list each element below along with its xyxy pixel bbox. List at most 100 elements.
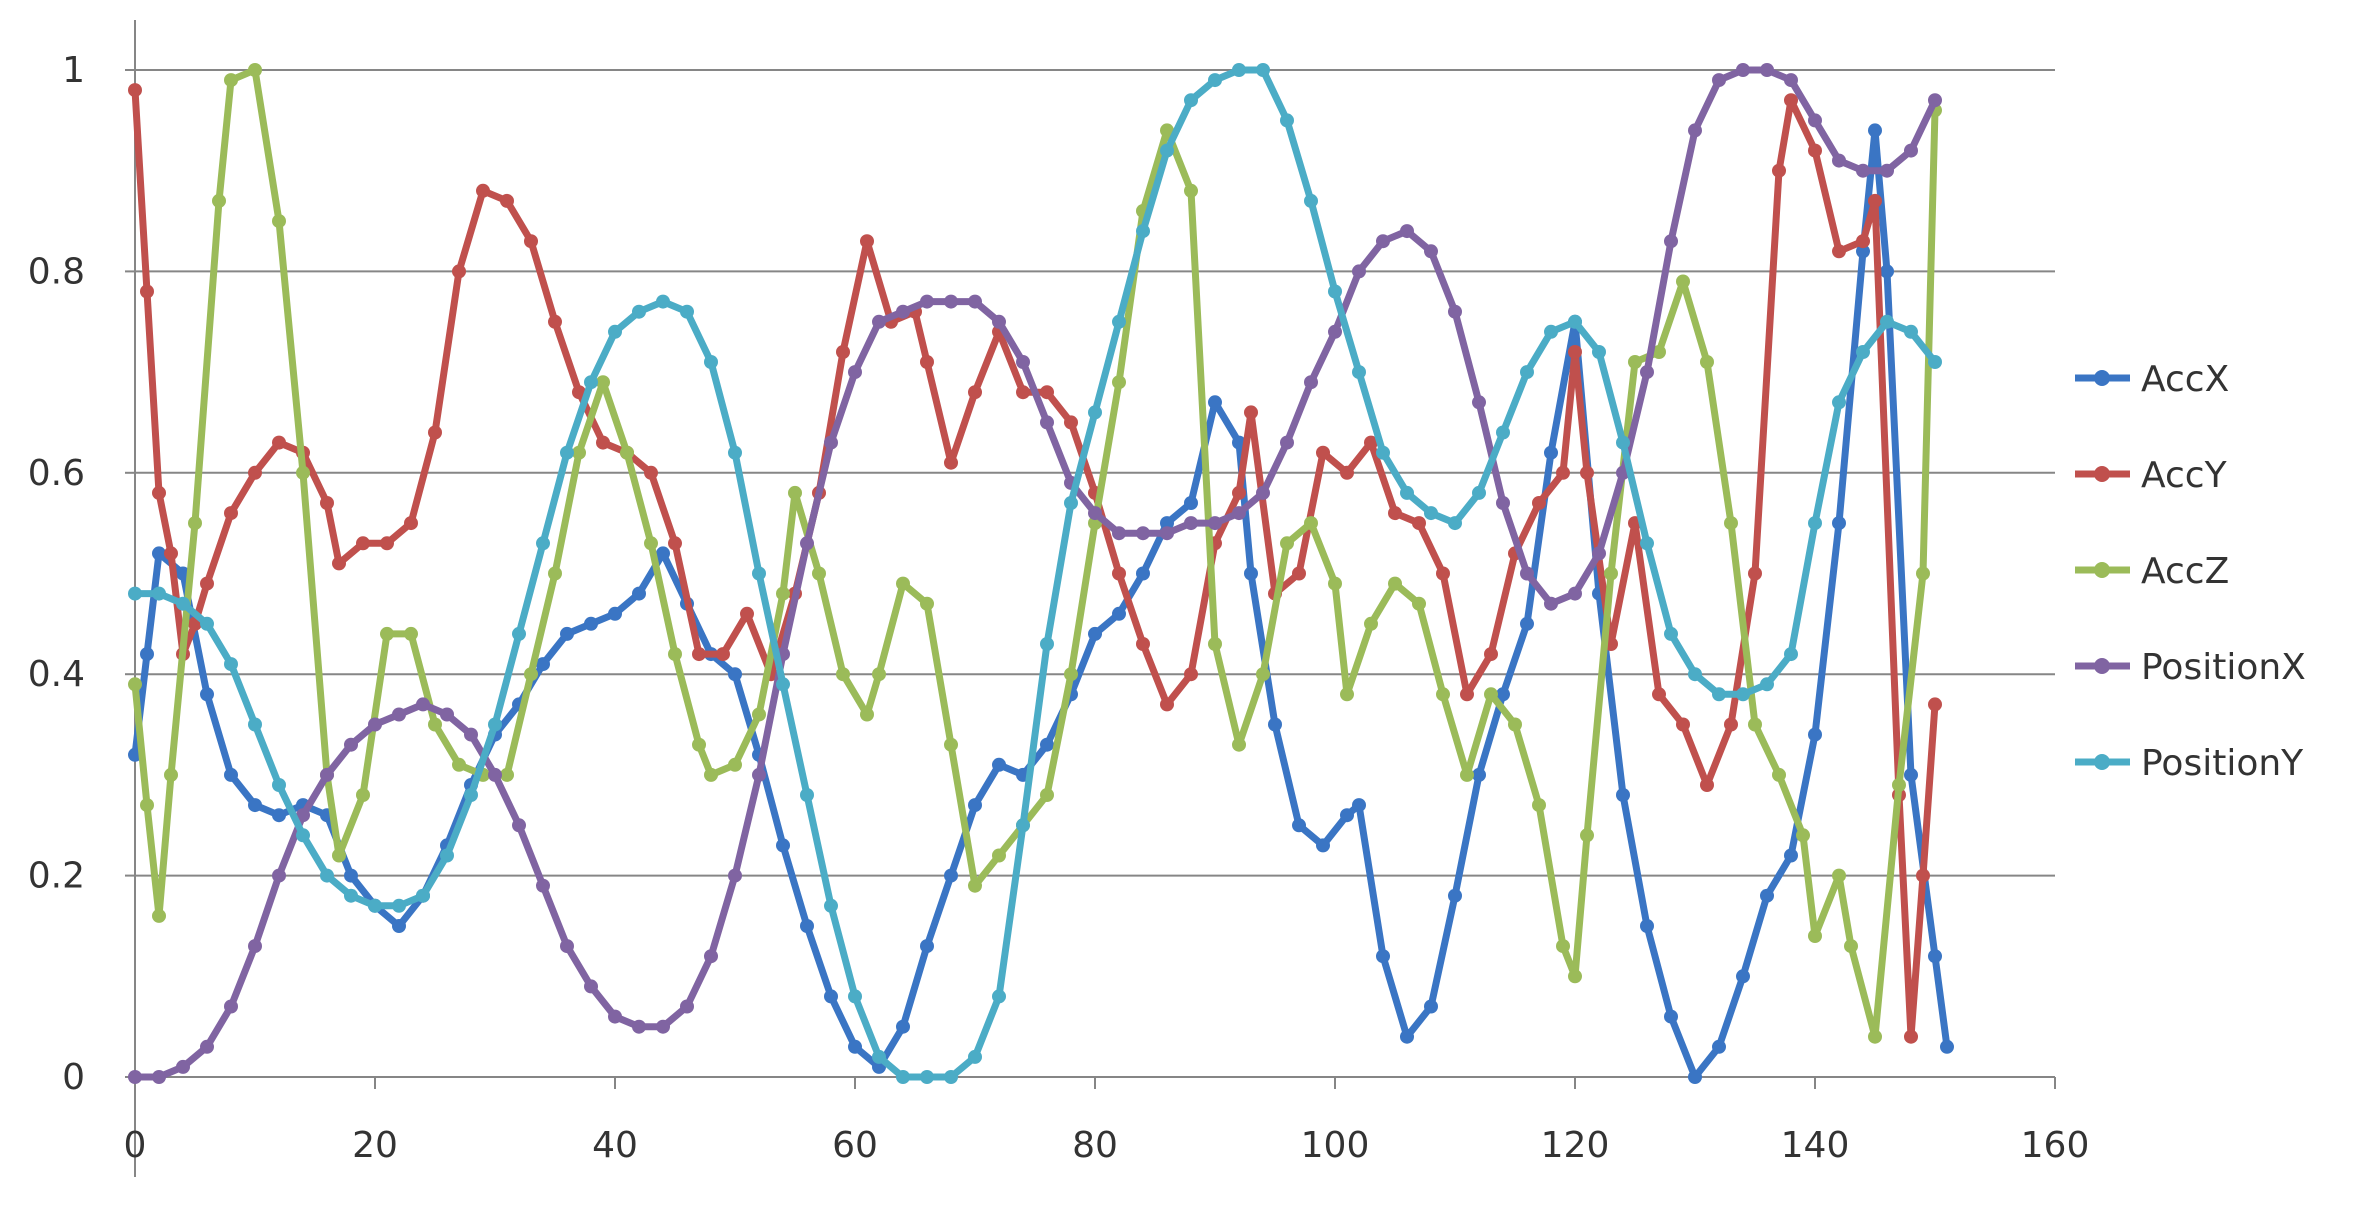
data-point bbox=[200, 687, 214, 702]
data-point bbox=[1568, 345, 1582, 359]
data-point bbox=[1184, 183, 1198, 198]
data-point bbox=[488, 717, 502, 732]
data-point bbox=[1496, 496, 1510, 510]
data-point bbox=[344, 737, 358, 752]
y-tick-label: 0.6 bbox=[28, 453, 85, 494]
data-point bbox=[1040, 788, 1054, 802]
series-accz bbox=[128, 63, 1942, 1044]
data-point bbox=[1328, 284, 1342, 299]
data-point bbox=[512, 626, 526, 641]
data-point bbox=[704, 767, 718, 782]
data-point bbox=[776, 838, 790, 853]
data-point bbox=[1844, 939, 1858, 954]
data-point bbox=[1232, 485, 1246, 500]
data-point bbox=[224, 506, 238, 521]
data-point bbox=[1712, 1039, 1726, 1054]
data-point bbox=[680, 304, 694, 319]
data-point bbox=[572, 445, 586, 460]
x-axis-ticks: 0 20 40 60 80 100 120 140 160 bbox=[124, 1077, 2089, 1166]
data-point bbox=[1064, 667, 1078, 682]
data-point bbox=[1736, 687, 1750, 702]
data-point bbox=[200, 616, 214, 631]
legend-swatch-marker bbox=[2094, 754, 2110, 770]
data-point bbox=[176, 1059, 190, 1074]
data-point bbox=[1808, 113, 1822, 128]
data-point bbox=[152, 586, 166, 601]
data-point bbox=[692, 737, 706, 752]
data-point bbox=[1808, 727, 1822, 742]
data-point bbox=[272, 808, 286, 823]
data-point bbox=[416, 888, 430, 903]
data-point bbox=[476, 183, 490, 198]
data-point bbox=[644, 536, 658, 551]
data-point bbox=[188, 516, 202, 531]
data-point bbox=[1424, 506, 1438, 521]
data-point bbox=[356, 536, 370, 551]
data-point bbox=[1928, 93, 1942, 108]
data-point bbox=[1484, 687, 1498, 702]
data-point bbox=[1856, 163, 1870, 178]
data-point bbox=[392, 898, 406, 913]
data-point bbox=[152, 546, 166, 561]
data-point bbox=[1232, 737, 1246, 752]
data-point bbox=[1784, 93, 1798, 108]
data-point bbox=[896, 304, 910, 319]
data-point bbox=[836, 667, 850, 682]
data-point bbox=[1664, 1009, 1678, 1024]
data-point bbox=[872, 667, 886, 682]
x-tick-label: 140 bbox=[1781, 1125, 1850, 1166]
data-point bbox=[272, 778, 286, 792]
data-point bbox=[1904, 1029, 1918, 1044]
x-tick-label: 120 bbox=[1541, 1125, 1610, 1166]
data-point bbox=[1856, 345, 1870, 359]
data-point bbox=[1664, 626, 1678, 641]
data-point bbox=[968, 878, 982, 893]
data-point bbox=[776, 586, 790, 601]
data-point bbox=[380, 536, 394, 551]
data-point bbox=[1808, 929, 1822, 943]
data-point bbox=[596, 375, 610, 390]
data-point bbox=[1112, 566, 1126, 581]
data-point bbox=[1376, 234, 1390, 249]
data-point bbox=[1868, 193, 1882, 208]
data-point bbox=[1544, 445, 1558, 460]
data-point bbox=[392, 919, 406, 933]
data-point bbox=[1832, 244, 1846, 259]
data-point bbox=[608, 1009, 622, 1024]
legend-item-accz: AccZ bbox=[2075, 551, 2229, 592]
data-point bbox=[704, 355, 718, 369]
data-point bbox=[1868, 123, 1882, 138]
data-point bbox=[716, 647, 730, 662]
x-tick-label: 40 bbox=[592, 1125, 638, 1166]
data-point bbox=[296, 828, 310, 843]
data-point bbox=[320, 767, 334, 782]
data-point bbox=[128, 586, 142, 601]
legend-label: PositionY bbox=[2141, 743, 2304, 784]
data-point bbox=[1352, 264, 1366, 279]
data-point bbox=[1640, 536, 1654, 551]
legend-label: AccZ bbox=[2141, 551, 2229, 592]
data-point bbox=[248, 717, 262, 732]
data-point bbox=[848, 1039, 862, 1054]
data-point bbox=[164, 767, 178, 782]
data-point bbox=[1160, 516, 1174, 531]
data-point bbox=[1112, 375, 1126, 390]
data-point bbox=[1472, 485, 1486, 500]
data-point bbox=[1832, 516, 1846, 531]
data-point bbox=[380, 626, 394, 641]
data-point bbox=[1796, 828, 1810, 843]
data-point bbox=[152, 908, 166, 923]
data-point bbox=[1208, 637, 1222, 651]
data-point bbox=[1652, 687, 1666, 702]
series-line-positionx bbox=[131, 66, 1939, 1081]
data-point bbox=[1184, 667, 1198, 682]
data-point bbox=[1268, 717, 1282, 732]
data-point bbox=[860, 234, 874, 249]
data-point bbox=[1292, 818, 1306, 833]
legend-item-positiony: PositionY bbox=[2075, 743, 2304, 784]
data-point bbox=[752, 707, 766, 722]
data-point bbox=[152, 485, 166, 500]
x-tick-label: 20 bbox=[352, 1125, 398, 1166]
data-point bbox=[728, 757, 742, 772]
data-point bbox=[1424, 999, 1438, 1014]
